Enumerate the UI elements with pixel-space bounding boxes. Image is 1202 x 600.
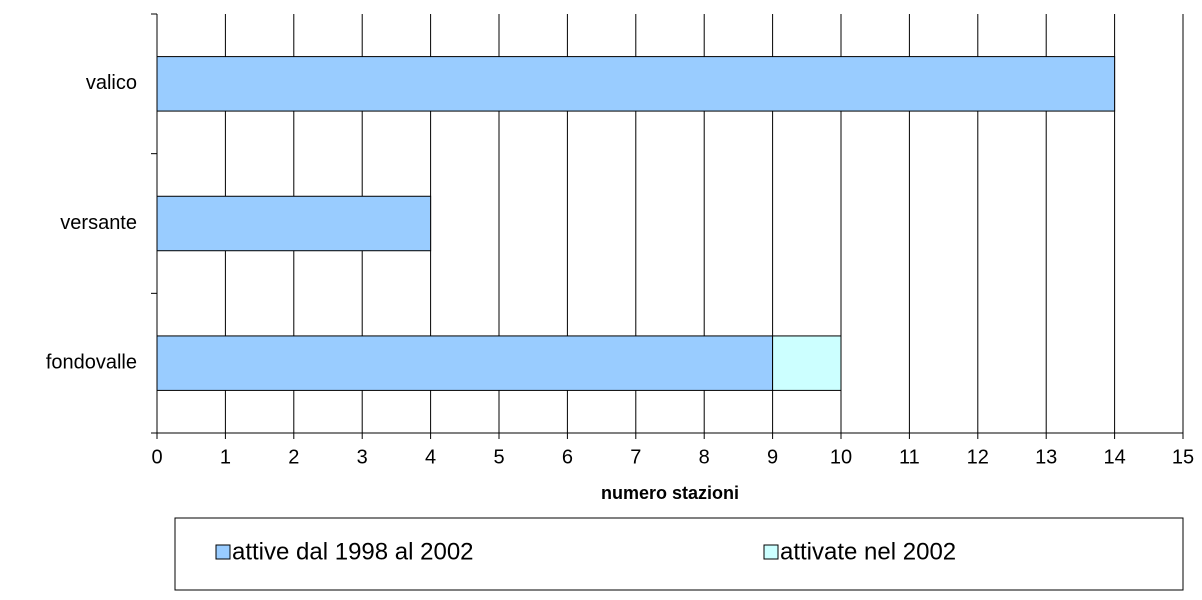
legend-swatch xyxy=(763,544,779,560)
legend-box xyxy=(174,517,1184,591)
x-tick-label: 14 xyxy=(1103,446,1125,468)
bar xyxy=(156,56,1116,112)
legend-swatch xyxy=(215,544,231,560)
x-tick-label: 2 xyxy=(288,446,299,468)
x-tick-label: 6 xyxy=(562,446,573,468)
x-tick-label: 9 xyxy=(767,446,778,468)
y-tick-label: valico xyxy=(86,72,137,94)
x-tick-label: 8 xyxy=(699,446,710,468)
y-tick-label: fondovalle xyxy=(46,351,137,373)
x-tick-label: 1 xyxy=(220,446,231,468)
bar xyxy=(772,335,842,391)
x-tick-label: 3 xyxy=(357,446,368,468)
x-tick-label: 11 xyxy=(899,446,920,468)
y-tick-label: versante xyxy=(60,212,137,234)
x-tick-label: 15 xyxy=(1172,446,1194,468)
legend-label: attive dal 1998 al 2002 xyxy=(232,538,474,565)
x-tick-label: 0 xyxy=(151,446,162,468)
x-tick-label: 13 xyxy=(1035,446,1057,468)
x-tick-label: 7 xyxy=(630,446,641,468)
bar xyxy=(156,195,432,252)
x-tick-label: 5 xyxy=(493,446,504,468)
x-tick-label: 12 xyxy=(967,446,989,468)
legend-label: attivate nel 2002 xyxy=(780,538,956,565)
x-tick-label: 10 xyxy=(830,446,852,468)
x-axis-label: numero stazioni xyxy=(601,483,739,503)
bar xyxy=(156,335,774,391)
x-tick-label: 4 xyxy=(425,446,436,468)
